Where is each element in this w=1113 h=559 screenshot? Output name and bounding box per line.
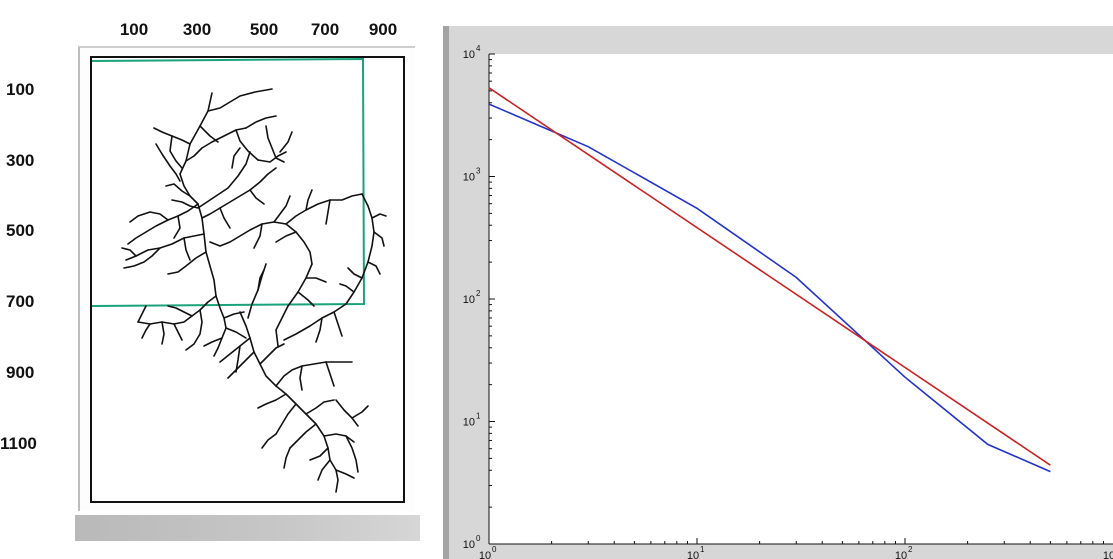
y-tick-label-exponent: 3: [476, 167, 481, 176]
x-tick-label-base: 10: [687, 550, 699, 559]
horizontal-scrollbar[interactable]: [75, 515, 420, 541]
axis-tick-labels: 100101102103104100101102103: [463, 44, 1113, 559]
y-tick-label-base: 10: [463, 49, 475, 61]
y-tick-label-exponent: 4: [476, 44, 481, 53]
y-tick-label-base: 10: [463, 417, 475, 429]
y-tick-label-exponent: 2: [476, 289, 481, 298]
series-lines: [488, 87, 1051, 473]
y-tick-label: 100: [463, 534, 481, 551]
y-tick-label: 103: [463, 167, 481, 184]
x-tick-label: 101: [687, 545, 705, 559]
x-tick-label-base: 10: [895, 550, 907, 559]
y-tick-label-exponent: 1: [476, 412, 481, 421]
x-tick-label-base: 10: [1103, 550, 1113, 559]
y-tick-label-exponent: 0: [476, 534, 481, 543]
x-tick-label: 102: [895, 545, 913, 559]
side-axis-label: 700: [6, 292, 35, 311]
y-tick-label: 102: [463, 289, 481, 306]
river-network: [121, 88, 387, 493]
drainage-network-map: [91, 57, 387, 493]
top-axis-label: 900: [368, 20, 398, 39]
series-line-red: [488, 87, 1051, 466]
y-tick-label: 104: [463, 44, 481, 61]
top-axis-label: 100: [119, 20, 149, 39]
axis-ticks: [488, 53, 1113, 545]
top-axis-label: 500: [249, 20, 279, 39]
side-axis-label: 500: [6, 221, 35, 240]
plot-window-border: [443, 26, 449, 559]
top-axis-label: 700: [310, 20, 340, 39]
x-tick-label: 103: [1103, 550, 1113, 559]
y-tick-label: 101: [463, 412, 481, 429]
top-axis-label: 300: [182, 20, 212, 39]
x-tick-label-exponent: 0: [492, 545, 497, 554]
x-tick-label-exponent: 1: [700, 545, 705, 554]
y-tick-label-base: 10: [463, 539, 475, 551]
loglog-chart: 100101102103104100101102103: [463, 44, 1113, 559]
x-tick-label-base: 10: [479, 550, 491, 559]
drainage-network-panel: 100 300 500 700 900 100 300 500 700 900 …: [0, 0, 430, 559]
side-axis-label: 1100: [0, 434, 37, 453]
x-tick-label: 100: [479, 545, 497, 559]
side-axis-label: 300: [6, 151, 35, 170]
y-tick-label-base: 10: [463, 172, 475, 184]
y-tick-label-base: 10: [463, 294, 475, 306]
series-line-blue: [488, 103, 1051, 473]
side-axis-label: 100: [6, 80, 35, 99]
x-tick-label-exponent: 2: [908, 545, 913, 554]
map-frame: [90, 56, 405, 503]
selection-box: [91, 57, 366, 307]
side-axis-label: 900: [6, 363, 35, 382]
plot-area: [489, 54, 1113, 544]
